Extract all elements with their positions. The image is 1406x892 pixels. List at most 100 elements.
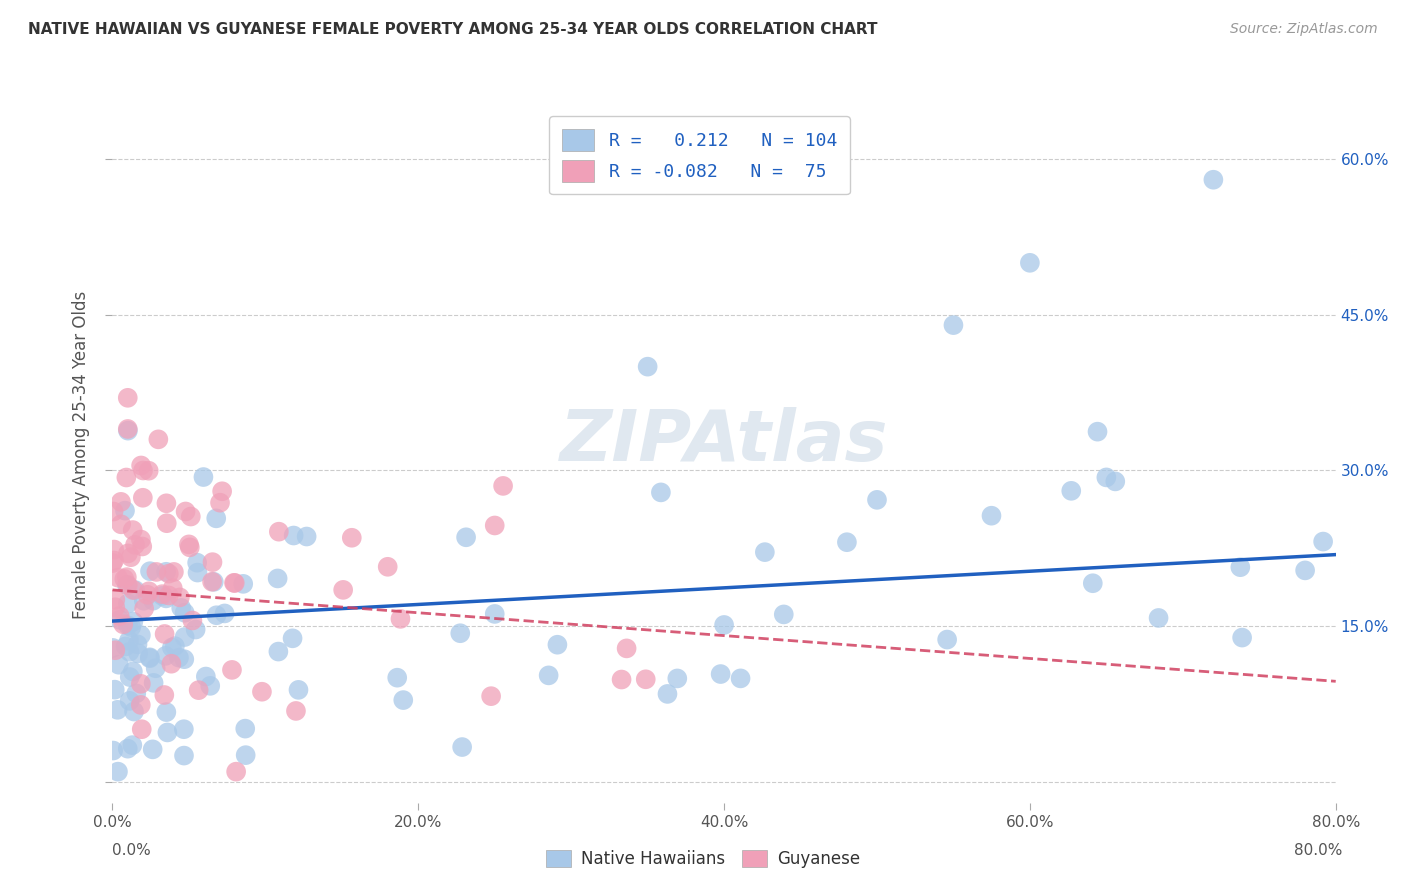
- Guyanese: [112, 617, 135, 632]
- Native Hawaiians: [713, 618, 735, 632]
- Native Hawaiians: [392, 693, 415, 707]
- Native Hawaiians: [163, 639, 186, 653]
- Native Hawaiians: [118, 694, 141, 708]
- Native Hawaiians: [173, 723, 195, 737]
- Native Hawaiians: [267, 644, 290, 658]
- Guyanese: [101, 556, 124, 570]
- Native Hawaiians: [387, 671, 409, 685]
- Native Hawaiians: [454, 530, 477, 544]
- Native Hawaiians: [114, 640, 136, 654]
- Native Hawaiians: [173, 630, 195, 644]
- Native Hawaiians: [1147, 611, 1170, 625]
- Native Hawaiians: [730, 672, 752, 686]
- Native Hawaiians: [125, 686, 148, 700]
- Native Hawaiians: [118, 645, 141, 659]
- Guyanese: [115, 570, 138, 584]
- Guyanese: [208, 496, 231, 510]
- Native Hawaiians: [266, 571, 288, 585]
- Native Hawaiians: [194, 669, 217, 683]
- Native Hawaiians: [118, 633, 141, 648]
- Native Hawaiians: [117, 741, 139, 756]
- Guyanese: [129, 458, 152, 473]
- Native Hawaiians: [537, 668, 560, 682]
- Guyanese: [222, 575, 245, 590]
- Guyanese: [104, 600, 127, 615]
- Guyanese: [634, 673, 657, 687]
- Guyanese: [201, 574, 224, 589]
- Native Hawaiians: [139, 564, 162, 578]
- Native Hawaiians: [235, 748, 257, 763]
- Native Hawaiians: [283, 528, 305, 542]
- Guyanese: [110, 517, 132, 532]
- Native Hawaiians: [122, 665, 145, 679]
- Native Hawaiians: [214, 607, 236, 621]
- Guyanese: [160, 657, 183, 671]
- Native Hawaiians: [666, 672, 689, 686]
- Native Hawaiians: [156, 725, 179, 739]
- Native Hawaiians: [1294, 563, 1316, 577]
- Native Hawaiians: [155, 591, 177, 606]
- Guyanese: [187, 683, 209, 698]
- Guyanese: [132, 463, 155, 477]
- Native Hawaiians: [101, 743, 124, 757]
- Guyanese: [124, 538, 146, 552]
- Native Hawaiians: [117, 618, 139, 632]
- Guyanese: [162, 581, 184, 595]
- Native Hawaiians: [650, 485, 672, 500]
- Guyanese: [267, 524, 290, 539]
- Text: Source: ZipAtlas.com: Source: ZipAtlas.com: [1230, 22, 1378, 37]
- Native Hawaiians: [1018, 256, 1040, 270]
- Native Hawaiians: [108, 613, 131, 627]
- Native Hawaiians: [281, 632, 304, 646]
- Guyanese: [157, 566, 180, 581]
- Native Hawaiians: [117, 424, 139, 438]
- Guyanese: [112, 572, 135, 586]
- Native Hawaiians: [1104, 475, 1126, 489]
- Native Hawaiians: [122, 705, 145, 719]
- Guyanese: [120, 550, 142, 565]
- Guyanese: [121, 523, 143, 537]
- Native Hawaiians: [127, 637, 149, 651]
- Native Hawaiians: [101, 640, 124, 655]
- Text: NATIVE HAWAIIAN VS GUYANESE FEMALE POVERTY AMONG 25-34 YEAR OLDS CORRELATION CHA: NATIVE HAWAIIAN VS GUYANESE FEMALE POVER…: [28, 22, 877, 37]
- Guyanese: [108, 609, 131, 624]
- Guyanese: [492, 479, 515, 493]
- Guyanese: [103, 542, 125, 557]
- Native Hawaiians: [637, 359, 659, 374]
- Native Hawaiians: [115, 578, 138, 592]
- Guyanese: [221, 663, 243, 677]
- Native Hawaiians: [710, 667, 733, 681]
- Guyanese: [169, 591, 191, 605]
- Native Hawaiians: [173, 606, 195, 620]
- Guyanese: [103, 553, 125, 567]
- Native Hawaiians: [205, 608, 228, 623]
- Guyanese: [156, 516, 179, 531]
- Native Hawaiians: [205, 511, 228, 525]
- Guyanese: [211, 484, 233, 499]
- Y-axis label: Female Poverty Among 25-34 Year Olds: Female Poverty Among 25-34 Year Olds: [72, 291, 90, 619]
- Native Hawaiians: [942, 318, 965, 332]
- Guyanese: [115, 470, 138, 484]
- Native Hawaiians: [167, 650, 190, 665]
- Guyanese: [479, 689, 502, 703]
- Guyanese: [129, 677, 152, 691]
- Guyanese: [389, 612, 412, 626]
- Guyanese: [148, 433, 170, 447]
- Native Hawaiians: [142, 676, 165, 690]
- Native Hawaiians: [295, 529, 318, 543]
- Guyanese: [131, 723, 153, 737]
- Guyanese: [174, 504, 197, 518]
- Native Hawaiians: [107, 764, 129, 779]
- Guyanese: [155, 496, 177, 510]
- Native Hawaiians: [1087, 425, 1109, 439]
- Native Hawaiians: [772, 607, 794, 622]
- Native Hawaiians: [117, 597, 139, 611]
- Native Hawaiians: [160, 640, 183, 655]
- Native Hawaiians: [122, 615, 145, 629]
- Native Hawaiians: [287, 682, 309, 697]
- Native Hawaiians: [104, 682, 127, 697]
- Native Hawaiians: [657, 687, 679, 701]
- Native Hawaiians: [1312, 534, 1334, 549]
- Native Hawaiians: [1202, 172, 1225, 186]
- Guyanese: [117, 422, 139, 436]
